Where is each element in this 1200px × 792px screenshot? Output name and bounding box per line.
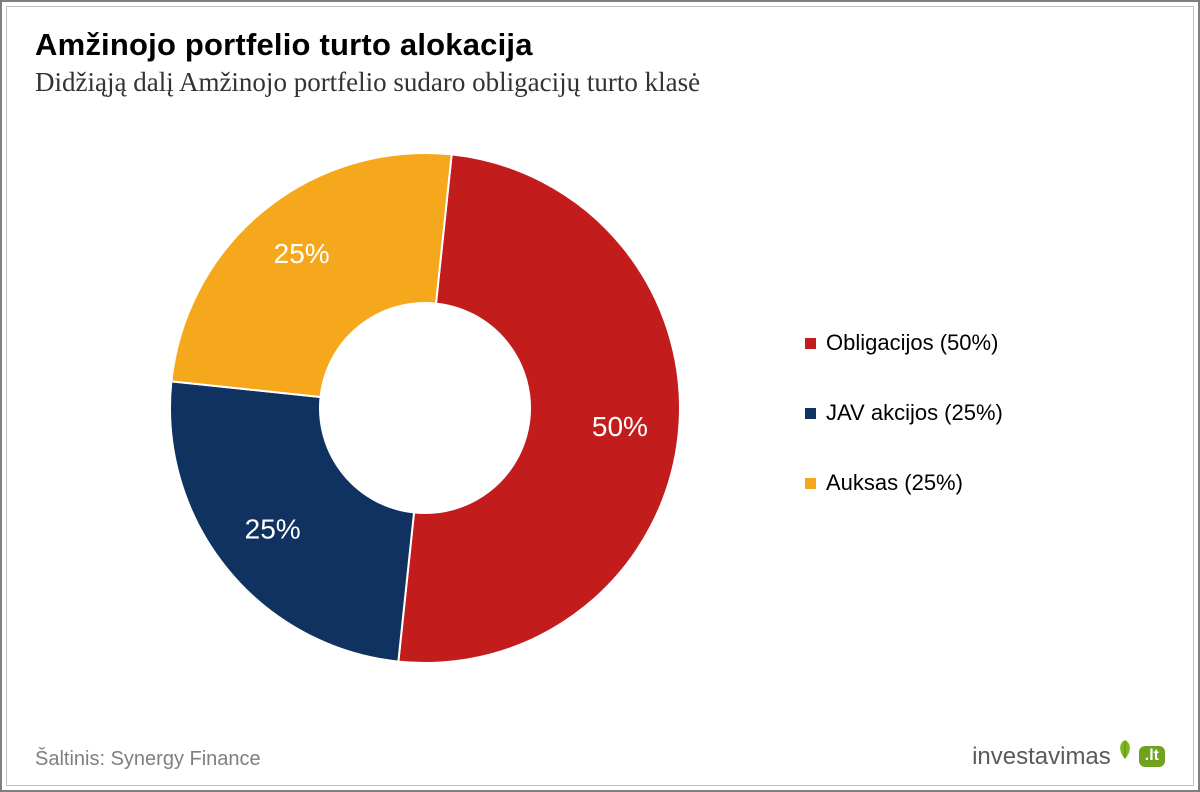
brand-logo: investavimas .lt <box>972 742 1165 771</box>
chart-row: 50% 25% 25% Obligacijos (50%) JAV akcijos (… <box>35 108 1165 698</box>
slice-auksas <box>171 153 451 397</box>
donut-chart: 50% 25% 25% <box>35 108 795 698</box>
legend-item-auksas: Auksas (25%) <box>805 470 1003 496</box>
leaf-icon <box>1115 739 1135 768</box>
legend-item-obligacijos: Obligacijos (50%) <box>805 330 1003 356</box>
brand-text: investavimas <box>972 743 1111 771</box>
donut-svg: 50% 25% 25% <box>35 108 795 698</box>
legend-swatch-auksas <box>805 478 816 489</box>
chart-card-inner: Amžinojo portfelio turto alokacija Didži… <box>6 6 1194 786</box>
slice-label-jav_akcijos: 25% <box>245 514 301 545</box>
slice-label-obligacijos: 50% <box>592 411 648 442</box>
chart-title: Amžinojo portfelio turto alokacija <box>35 27 1165 63</box>
brand-badge: .lt <box>1139 746 1165 767</box>
legend-label-auksas: Auksas (25%) <box>826 470 963 496</box>
slice-label-auksas: 25% <box>274 238 330 269</box>
legend: Obligacijos (50%) JAV akcijos (25%) Auksas… <box>795 266 1003 540</box>
legend-label-jav_akcijos: JAV akcijos (25%) <box>826 400 1003 426</box>
legend-label-obligacijos: Obligacijos (50%) <box>826 330 998 356</box>
chart-subtitle: Didžiąją dalį Amžinojo portfelio sudaro … <box>35 67 1165 98</box>
source-text: Šaltinis: Synergy Finance <box>35 748 261 771</box>
chart-card-outer: Amžinojo portfelio turto alokacija Didži… <box>0 0 1200 792</box>
footer: Šaltinis: Synergy Finance investavimas .… <box>35 742 1165 771</box>
legend-item-jav_akcijos: JAV akcijos (25%) <box>805 400 1003 426</box>
legend-swatch-jav_akcijos <box>805 408 816 419</box>
legend-swatch-obligacijos <box>805 338 816 349</box>
